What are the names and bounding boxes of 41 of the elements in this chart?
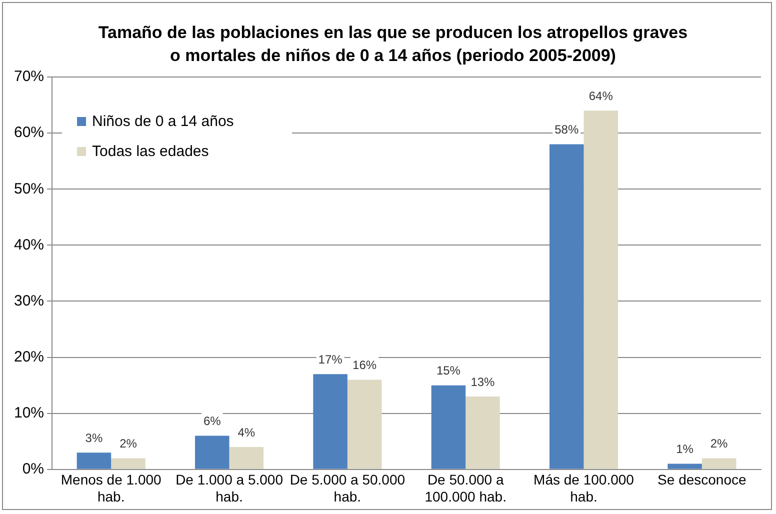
y-tick-label: 30% (14, 292, 44, 310)
x-tick-label: De 1.000 a 5.000 hab. (176, 472, 284, 504)
data-label: 2% (710, 436, 728, 450)
y-tick-label: 70% (14, 68, 44, 86)
data-label: 64% (588, 88, 614, 103)
data-label: 15% (436, 364, 461, 378)
bar (431, 385, 466, 469)
data-label: 6% (203, 414, 222, 428)
bar (702, 458, 736, 469)
data-label: 13% (470, 374, 496, 389)
y-tick-label: 0% (22, 460, 44, 478)
bar (76, 452, 112, 469)
data-label: 4% (238, 425, 256, 440)
y-tick-label: 10% (14, 404, 44, 422)
x-tick-label: De 5.000 a 50.000 hab. (290, 472, 406, 504)
data-label: 16% (352, 358, 377, 372)
data-label: 17% (318, 352, 343, 366)
x-tick-label: De 50.000 a 100.000 hab. (424, 472, 506, 504)
x-tick-label: Menos de 1.000 hab. (60, 472, 162, 504)
data-label: 58% (554, 122, 579, 137)
bar (668, 464, 702, 469)
chart-title: Tamaño de las poblaciones en las que se producen los atropellos graves o mortales de niños de 0 a 14 años (periodo 2005-2009) (97, 22, 689, 67)
y-tick-label: 60% (14, 124, 44, 142)
bar (111, 458, 146, 469)
x-tick-label: Más de 100.000 hab. (534, 472, 634, 504)
x-tick-label: Se desconoce (658, 472, 746, 488)
legend-label: Niños de 0 a 14 años (92, 113, 234, 130)
legend-label: Todas las edades (92, 143, 209, 160)
y-tick-label: 50% (14, 180, 44, 198)
data-label: 1% (676, 442, 694, 456)
bar (584, 110, 618, 469)
y-tick-label: 40% (14, 236, 44, 254)
bar (313, 374, 348, 469)
data-label: 3% (85, 430, 103, 445)
bar (195, 436, 230, 469)
bar (347, 380, 382, 469)
data-label: 2% (120, 436, 138, 450)
bar (229, 446, 264, 469)
bar (549, 144, 584, 469)
y-tick-label: 20% (14, 348, 44, 366)
bar (466, 396, 500, 469)
